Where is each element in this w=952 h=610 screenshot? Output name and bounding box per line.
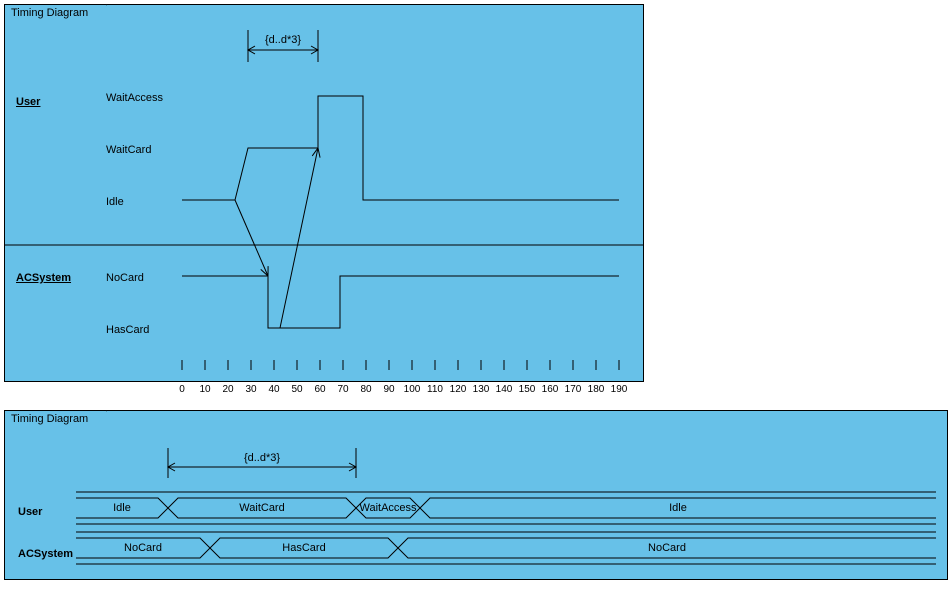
acsystem-compact-track [76, 532, 936, 564]
axis-tick-label: 140 [496, 384, 513, 395]
timing-diagram-1-svg [0, 0, 952, 400]
axis-tick-label: 100 [404, 384, 421, 395]
axis-tick-label: 120 [450, 384, 467, 395]
axis-tick-label: 50 [291, 384, 302, 395]
axis-tick-label: 90 [383, 384, 394, 395]
compact-state-label: Idle [113, 502, 131, 514]
axis-tick-label: 130 [473, 384, 490, 395]
axis-tick-label: 0 [179, 384, 185, 395]
axis-tick-label: 170 [565, 384, 582, 395]
timing-diagram-2-svg [0, 410, 952, 610]
axis-tick-label: 180 [588, 384, 605, 395]
duration-constraint [248, 30, 318, 62]
axis-tick-label: 160 [542, 384, 559, 395]
axis-tick-label: 60 [314, 384, 325, 395]
user-state-waveform [182, 96, 619, 200]
compact-state-label: Idle [669, 502, 687, 514]
compact-state-label: NoCard [124, 542, 162, 554]
compact-state-label: HasCard [282, 542, 325, 554]
user-compact-track [76, 492, 936, 524]
compact-state-label: WaitCard [239, 502, 284, 514]
compact-state-label: NoCard [648, 542, 686, 554]
compact-state-label: WaitAccess [359, 502, 416, 514]
duration-constraint [168, 448, 356, 478]
time-axis-ticks [182, 360, 619, 370]
axis-tick-label: 70 [337, 384, 348, 395]
axis-tick-label: 20 [222, 384, 233, 395]
axis-tick-label: 10 [199, 384, 210, 395]
axis-tick-label: 150 [519, 384, 536, 395]
axis-tick-label: 80 [360, 384, 371, 395]
axis-tick-label: 190 [611, 384, 628, 395]
axis-tick-label: 110 [427, 384, 443, 395]
acsystem-state-waveform [182, 276, 619, 328]
message-lines [235, 148, 320, 328]
axis-tick-label: 40 [268, 384, 279, 395]
axis-tick-label: 30 [245, 384, 256, 395]
